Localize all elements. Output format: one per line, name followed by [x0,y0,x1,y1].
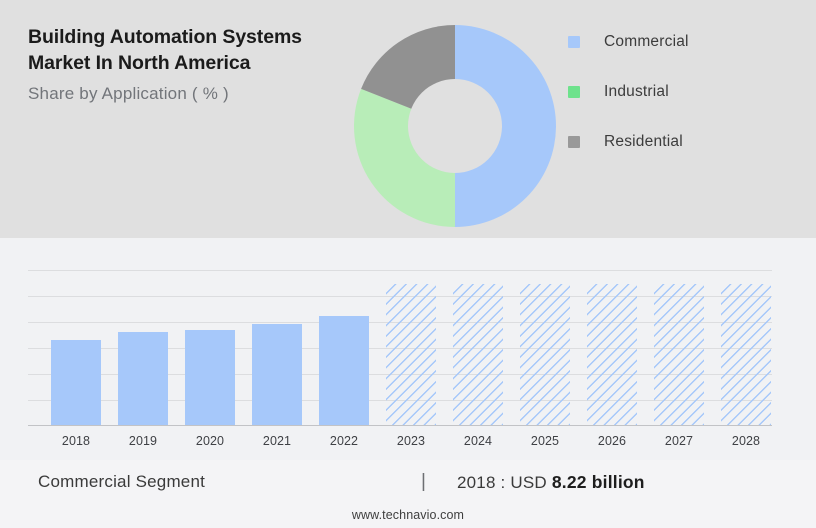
header-section: Building Automation Systems Market In No… [0,0,816,238]
title-block: Building Automation Systems Market In No… [28,24,358,105]
bar-2020[interactable] [185,329,235,425]
bar-series [28,264,772,425]
gridline [28,270,772,271]
donut-chart [354,25,556,227]
x-axis-label-2024: 2024 [463,434,493,448]
x-axis-label-2026: 2026 [597,434,627,448]
legend-item-commercial[interactable]: Commercial [568,17,798,67]
bar-2018[interactable] [51,339,101,425]
legend-label-commercial: Commercial [604,33,689,50]
x-axis-line [28,425,772,426]
bar-2023[interactable] [386,283,436,425]
donut-chart-svg [354,25,556,227]
donut-slice-commercial[interactable] [455,25,556,227]
donut-hole [408,79,502,173]
footer-section: Commercial Segment | 2018 : USD 8.22 bil… [0,460,816,528]
legend-item-industrial[interactable]: Industrial [568,67,798,117]
bar-chart-section: 2018 2019 2020 2021 2022 2023 2024 2025 2026 2027… [0,238,816,460]
x-axis-label-2021: 2021 [262,434,292,448]
footer-value: 2018 : USD 8.22 billion [457,472,645,493]
page-title-line-1: Building Automation Systems [28,26,302,48]
footer-value-amount: 8.22 billion [551,472,645,492]
legend-label-residential: Residential [604,133,683,150]
x-axis-label-2023: 2023 [396,434,426,448]
footer-value-prefix: 2018 : USD [457,473,547,492]
footer-divider: | [421,471,426,492]
page-title-line-2: Market In North America [28,52,251,74]
x-axis-label-2019: 2019 [128,434,158,448]
legend: Commercial Industrial Residential [568,17,798,167]
bar-2022[interactable] [319,315,369,425]
x-axis-label-2018: 2018 [61,434,91,448]
x-axis-label-2027: 2027 [664,434,694,448]
page-subtitle: Share by Application ( % ) [28,84,229,103]
bar-2028[interactable] [721,283,771,425]
footer-url: www.technavio.com [351,508,465,522]
bar-2021[interactable] [252,323,302,425]
bar-2027[interactable] [654,283,704,425]
x-axis-labels: 2018 2019 2020 2021 2022 2023 2024 2025 2026 2027… [28,434,772,456]
bar-2019[interactable] [118,332,168,425]
footer-segment-label: Commercial Segment [38,472,206,491]
bar-2024[interactable] [453,283,503,425]
x-axis-label-2025: 2025 [530,434,560,448]
x-axis-label-2020: 2020 [195,434,225,448]
legend-label-industrial: Industrial [604,83,669,100]
legend-swatch-icon-residential [568,136,580,148]
bar-chart-plot [28,264,772,426]
x-axis-label-2022: 2022 [329,434,359,448]
legend-swatch-icon-industrial [568,86,580,98]
bar-2025[interactable] [520,283,570,425]
legend-swatch-icon-commercial [568,36,580,48]
x-axis-label-2028: 2028 [731,434,761,448]
legend-item-residential[interactable]: Residential [568,117,798,167]
bar-2026[interactable] [587,283,637,425]
